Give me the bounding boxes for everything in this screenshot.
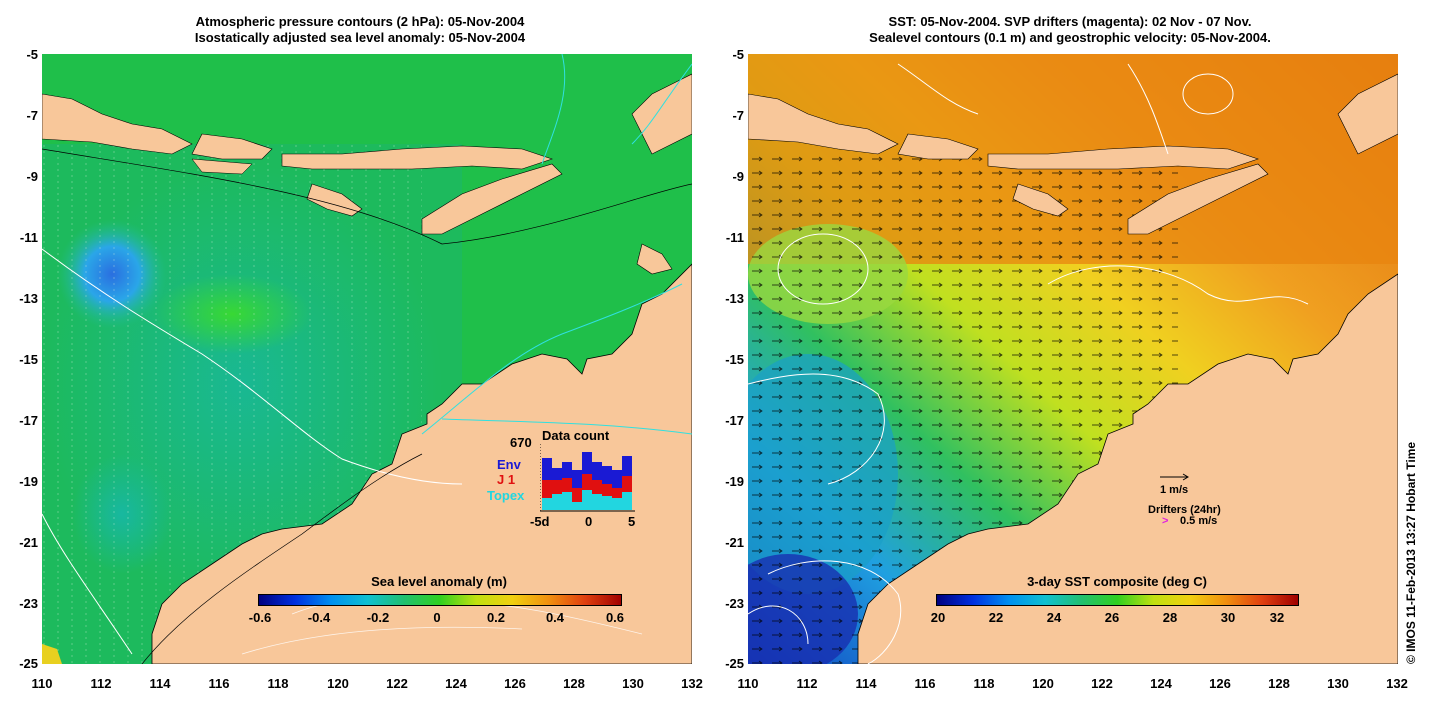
left-colorbar [258, 594, 622, 606]
left-ytick: -21 [19, 535, 38, 550]
left-title-line1: Atmospheric pressure contours (2 hPa): 0… [195, 14, 525, 29]
right-colorbar-label: 3-day SST composite (deg C) [1027, 574, 1207, 589]
left-ytick: -25 [19, 656, 38, 671]
left-cbar-tick: 0.6 [605, 610, 625, 625]
right-cbar-tick: 28 [1162, 610, 1178, 625]
right-cbar-tick: 22 [988, 610, 1004, 625]
velocity-scale-arrow [1160, 473, 1189, 481]
right-xtick: 126 [1209, 676, 1231, 691]
right-xtick: 130 [1327, 676, 1349, 691]
left-xtick: 122 [386, 676, 408, 691]
left-title-line2: Isostatically adjusted sea level anomaly… [194, 30, 526, 45]
right-xtick: 120 [1032, 676, 1054, 691]
right-cbar-tick: 30 [1220, 610, 1236, 625]
right-ytick: -5 [732, 47, 744, 62]
right-ytick: -13 [725, 291, 744, 306]
right-sst-map [748, 54, 1398, 664]
right-ytick: -21 [725, 535, 744, 550]
right-cbar-tick: 32 [1269, 610, 1285, 625]
right-title-line2: Sealevel contours (0.1 m) and geostrophi… [869, 30, 1271, 45]
right-ytick: -25 [725, 656, 744, 671]
left-xtick: 128 [563, 676, 585, 691]
inset-total-count: 670 [510, 435, 532, 450]
right-xtick: 116 [914, 676, 936, 691]
left-xtick: 124 [445, 676, 467, 691]
left-cbar-tick: -0.6 [248, 610, 272, 625]
right-xtick: 114 [855, 676, 877, 691]
inset-title: Data count [542, 428, 610, 443]
left-xtick: 110 [31, 676, 53, 691]
left-xtick: 114 [149, 676, 171, 691]
left-ytick: -7 [26, 108, 38, 123]
inset-xtick-start: -5d [530, 514, 550, 529]
right-cbar-tick: 24 [1046, 610, 1062, 625]
right-ytick: -15 [725, 352, 744, 367]
left-ytick: -9 [26, 169, 38, 184]
legend-env: Env [497, 457, 521, 472]
right-xtick: 118 [973, 676, 995, 691]
right-panel-title: SST: 05-Nov-2004. SVP drifters (magenta)… [760, 14, 1380, 46]
right-ytick: -11 [725, 230, 744, 245]
right-cbar-tick: 26 [1104, 610, 1120, 625]
left-ytick: -15 [19, 352, 38, 367]
right-ytick: -7 [732, 108, 744, 123]
right-cbar-tick: 20 [930, 610, 946, 625]
inset-bar-chart [540, 444, 635, 512]
right-xtick: 124 [1150, 676, 1172, 691]
right-xtick: 128 [1268, 676, 1290, 691]
left-ytick: -19 [19, 474, 38, 489]
right-ytick: -9 [732, 169, 744, 184]
right-title-line1: SST: 05-Nov-2004. SVP drifters (magenta)… [888, 14, 1252, 29]
left-cbar-tick: 0 [433, 610, 441, 625]
right-xtick: 132 [1386, 676, 1408, 691]
left-cbar-tick: 0.4 [545, 610, 565, 625]
left-xtick: 116 [208, 676, 230, 691]
left-ytick: -11 [19, 230, 38, 245]
left-colorbar-label: Sea level anomaly (m) [371, 574, 507, 589]
inset-xtick-zero: 0 [585, 514, 593, 529]
right-ytick: -23 [725, 596, 744, 611]
left-ytick: -17 [19, 413, 38, 428]
left-xtick: 132 [681, 676, 703, 691]
left-xtick: 112 [90, 676, 112, 691]
legend-topex: Topex [487, 488, 525, 503]
left-xtick: 118 [267, 676, 289, 691]
left-ytick: -5 [26, 47, 38, 62]
velocity-scale-label: 1 m/s [1160, 484, 1189, 496]
right-xtick: 122 [1091, 676, 1113, 691]
right-ytick: -17 [725, 413, 744, 428]
left-panel-title: Atmospheric pressure contours (2 hPa): 0… [60, 14, 660, 46]
drifters-label: Drifters (24hr) [1148, 504, 1221, 516]
right-colorbar [936, 594, 1299, 606]
left-sea-level-map [42, 54, 692, 664]
left-cbar-tick: -0.4 [307, 610, 331, 625]
inset-xtick-end: 5 [628, 514, 636, 529]
legend-j1: J 1 [497, 472, 516, 487]
left-xtick: 130 [622, 676, 644, 691]
right-ytick: -19 [725, 474, 744, 489]
left-cbar-tick: -0.2 [366, 610, 390, 625]
copyright-text: © IMOS 11-Feb-2013 13:27 Hobart Time [1404, 441, 1418, 664]
left-xtick: 120 [327, 676, 349, 691]
right-xtick: 110 [737, 676, 759, 691]
left-ytick: -13 [19, 291, 38, 306]
drifter-arrow-icon: > [1162, 515, 1169, 527]
drifters-scale: 0.5 m/s [1180, 515, 1218, 527]
right-xtick: 112 [796, 676, 818, 691]
left-cbar-tick: 0.2 [486, 610, 506, 625]
left-ytick: -23 [19, 596, 38, 611]
left-xtick: 126 [504, 676, 526, 691]
